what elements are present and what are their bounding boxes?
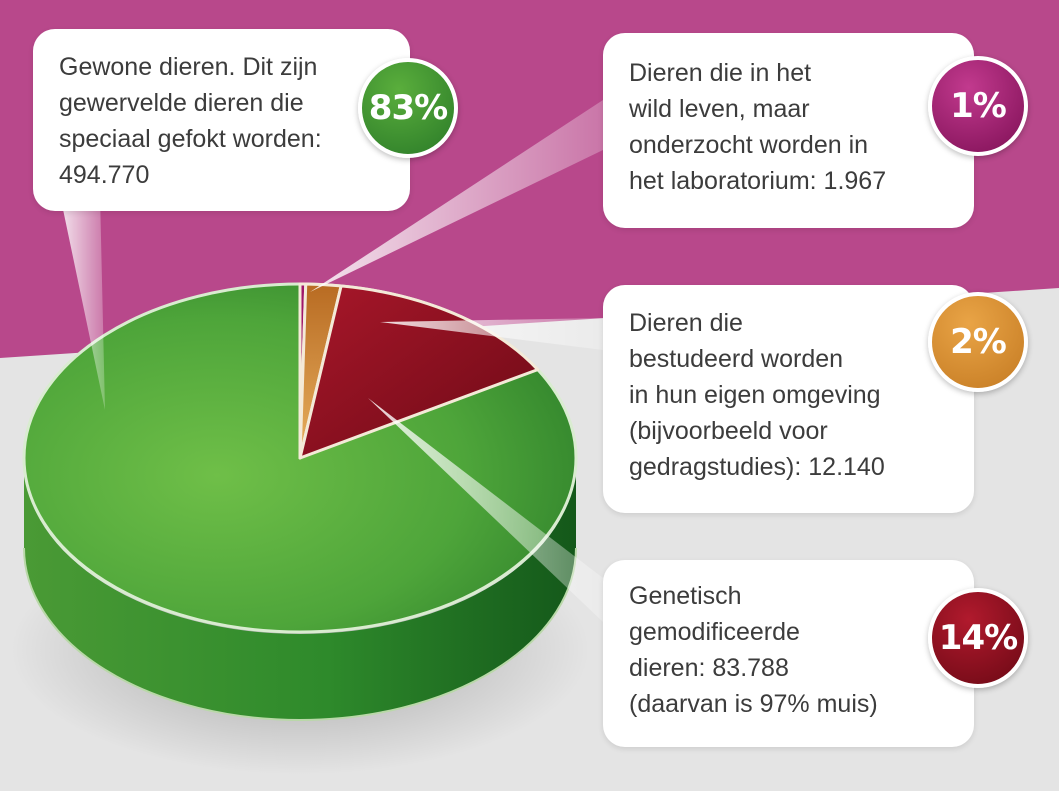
card-line: gemodificeerde	[629, 618, 800, 646]
card-line: dieren: 83.788	[629, 654, 789, 682]
card-regular: Gewone dieren. Dit zijn gewervelde diere…	[33, 29, 410, 211]
card-natural-habitat: Dieren die bestudeerd worden in hun eige…	[603, 285, 974, 513]
callout-beam-gm	[368, 398, 603, 622]
card-genetically-modified: Genetisch gemodificeerde dieren: 83.788 …	[603, 560, 974, 747]
card-wild: Dieren die in het wild leven, maar onder…	[603, 33, 974, 228]
card-line: Genetisch	[629, 582, 742, 610]
card-line: (bijvoorbeeld voor	[629, 417, 828, 445]
card-line: speciaal gefokt worden:	[59, 125, 322, 153]
card-line: Dieren die in het	[629, 59, 812, 87]
card-line: wild leven, maar	[629, 95, 810, 123]
card-line: Gewone dieren. Dit zijn	[59, 53, 318, 81]
pie-side	[24, 462, 576, 720]
callout-beam-wild	[310, 100, 603, 292]
pie-side-rim	[23, 547, 577, 721]
card-line: gewervelde dieren die	[59, 89, 304, 117]
card-line: Dieren die	[629, 309, 743, 337]
callout-beam-regular	[60, 195, 105, 410]
card-line: (daarvan is 97% muis)	[629, 690, 878, 718]
card-line: onderzocht worden in	[629, 131, 869, 159]
badge-wild: 1%	[928, 56, 1028, 156]
badge-genetically-modified: 14%	[928, 588, 1028, 688]
badge-natural-habitat: 2%	[928, 292, 1028, 392]
card-line: 494.770	[59, 161, 150, 189]
card-line: bestudeerd worden	[629, 345, 844, 373]
card-line: gedragstudies): 12.140	[629, 453, 885, 481]
callout-beam-natural-habitat	[380, 318, 603, 350]
card-line: het laboratorium: 1.967	[629, 167, 887, 195]
card-line: in hun eigen omgeving	[629, 381, 881, 409]
badge-regular: 83%	[358, 58, 458, 158]
